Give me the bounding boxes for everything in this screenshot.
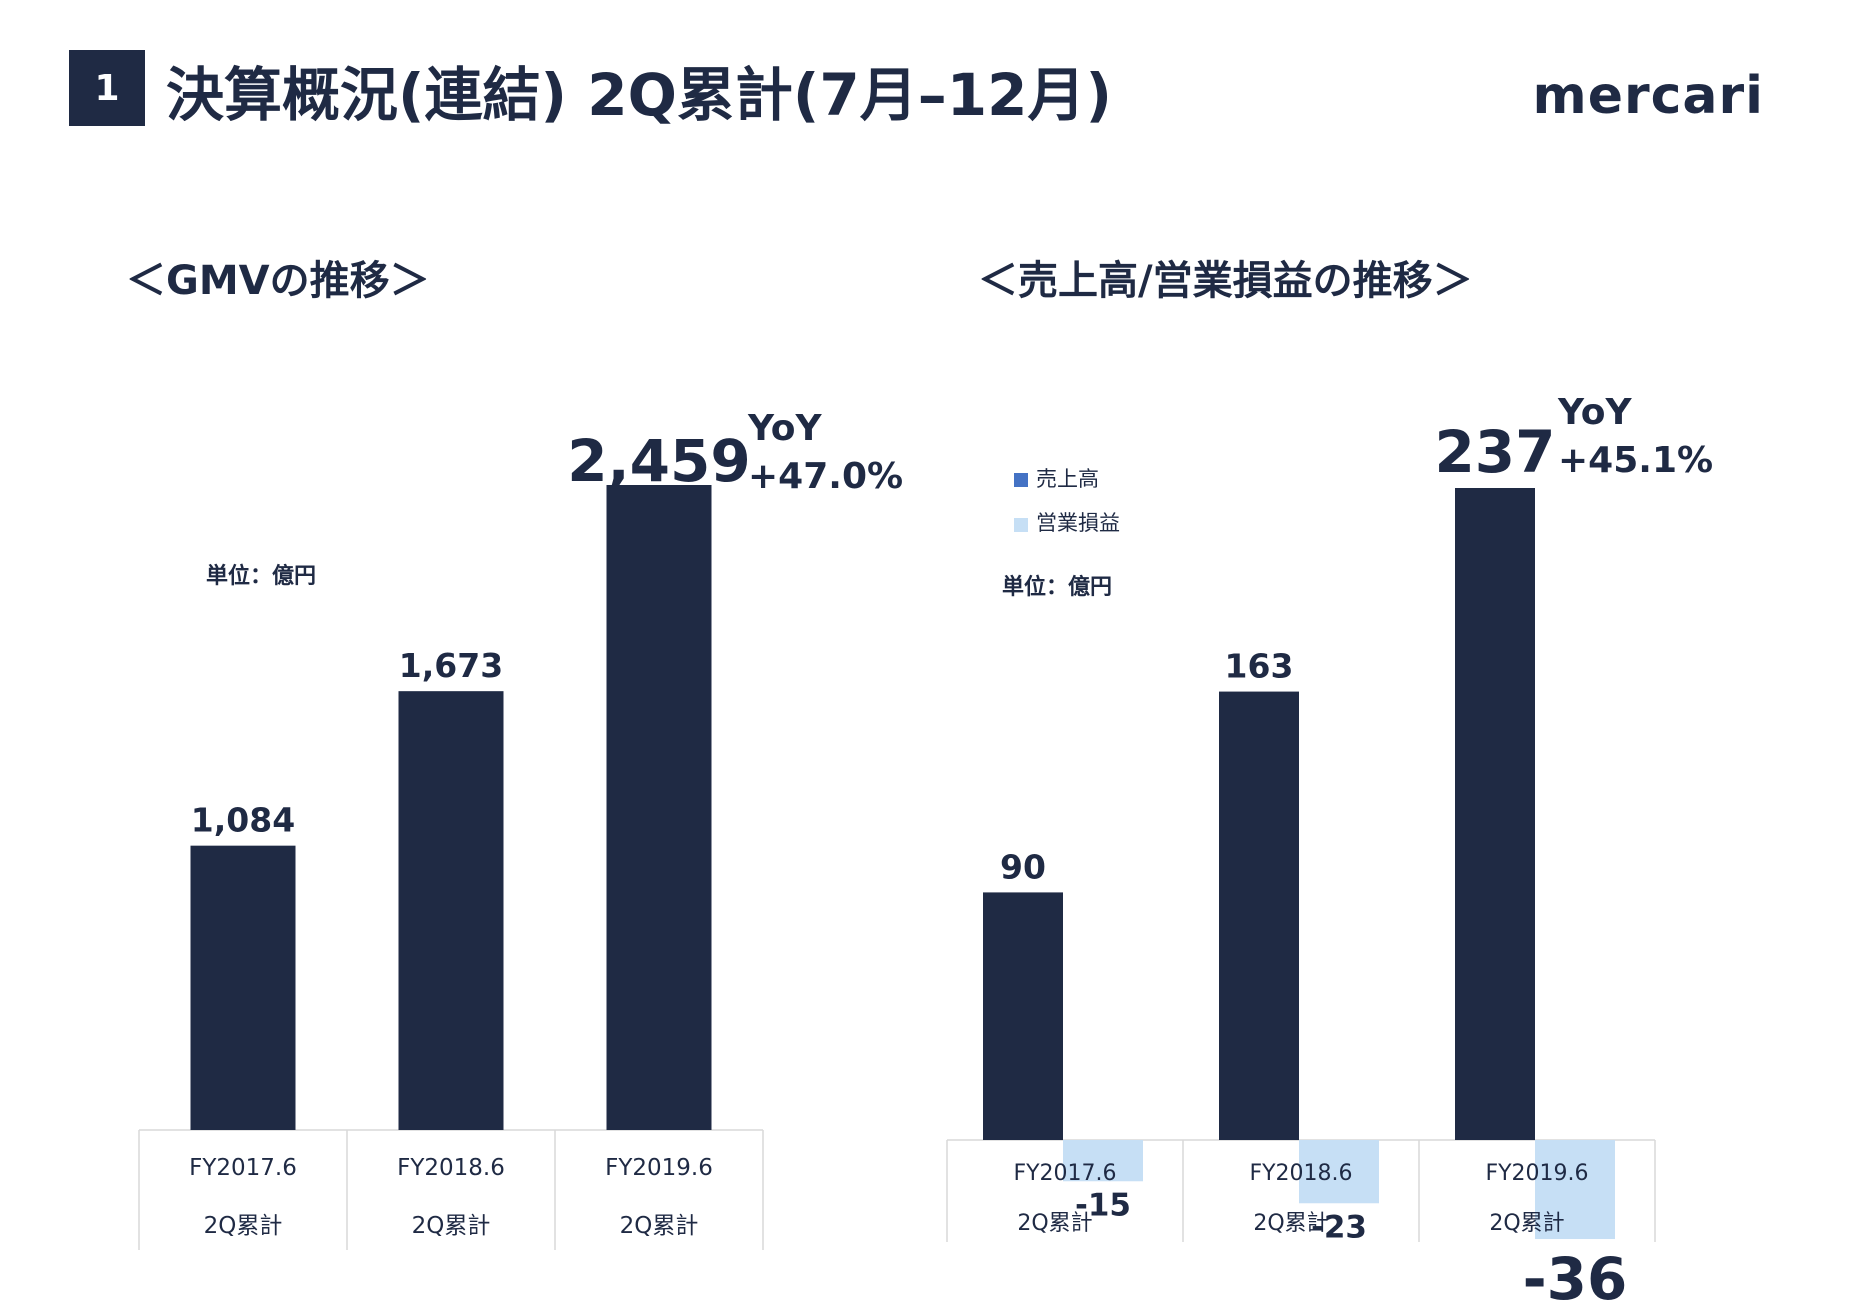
gmv-category-sublabel: 2Q累計	[620, 1213, 699, 1239]
revenue-category-label: FY2018.6	[1249, 1161, 1352, 1186]
gmv-value-label: 1,673	[399, 646, 503, 685]
operating-income-value-label: -23	[1311, 1209, 1367, 1245]
section-number-badge: 1	[69, 50, 145, 126]
gmv-bar	[398, 691, 504, 1130]
operating-income-bar	[1299, 1140, 1379, 1204]
revenue-category-sublabel: 2Q累計	[1489, 1211, 1564, 1236]
gmv-category-sublabel: 2Q累計	[412, 1213, 491, 1239]
revenue-value-label: 163	[1225, 647, 1294, 686]
operating-income-bar	[1063, 1140, 1143, 1182]
revenue-value-label: 90	[1000, 847, 1046, 886]
gmv-unit-label: 単位：億円	[206, 563, 316, 589]
gmv-yoy-value: +47.0%	[748, 456, 903, 497]
revenue-bar	[983, 892, 1063, 1140]
revenue-bar	[1455, 488, 1535, 1140]
revenue-category-label: FY2019.6	[1485, 1161, 1588, 1186]
gmv-category-sublabel: 2Q累計	[204, 1213, 283, 1239]
gmv-bar	[190, 845, 296, 1130]
legend-operating-income-label: 営業損益	[1036, 511, 1120, 535]
revenue-unit-label: 単位：億円	[1002, 574, 1112, 600]
legend-operating-income-swatch	[1014, 518, 1028, 532]
gmv-category-label: FY2019.6	[605, 1155, 713, 1181]
legend-revenue-label: 売上高	[1036, 467, 1099, 491]
revenue-yoy-label: YoY	[1557, 392, 1632, 433]
revenue-category-sublabel: 2Q累計	[1017, 1211, 1092, 1236]
revenue-chart-title: ＜売上高/営業損益の推移＞	[978, 258, 1473, 304]
gmv-value-label: 1,084	[191, 801, 295, 840]
revenue-bar	[1219, 691, 1299, 1140]
gmv-category-label: FY2017.6	[189, 1155, 297, 1181]
operating-income-value-label: -15	[1075, 1187, 1131, 1223]
gmv-bar	[606, 485, 712, 1130]
operating-income-bar	[1535, 1140, 1615, 1240]
operating-income-value-label: -36	[1523, 1245, 1628, 1313]
legend-revenue-swatch	[1014, 473, 1028, 487]
revenue-category-sublabel: 2Q累計	[1253, 1211, 1328, 1236]
gmv-chart-title: ＜GMVの推移＞	[126, 258, 430, 304]
gmv-yoy-label: YoY	[747, 408, 822, 449]
revenue-category-label: FY2017.6	[1013, 1161, 1116, 1186]
revenue-yoy-value: +45.1%	[1558, 440, 1713, 481]
gmv-value-label: 2,459	[567, 427, 750, 495]
page-title: 決算概況(連結) 2Q累計(7月–12月)	[166, 61, 1112, 129]
mercari-logo: mercari	[1532, 66, 1764, 126]
gmv-category-label: FY2018.6	[397, 1155, 505, 1181]
revenue-value-label: 237	[1434, 418, 1555, 486]
